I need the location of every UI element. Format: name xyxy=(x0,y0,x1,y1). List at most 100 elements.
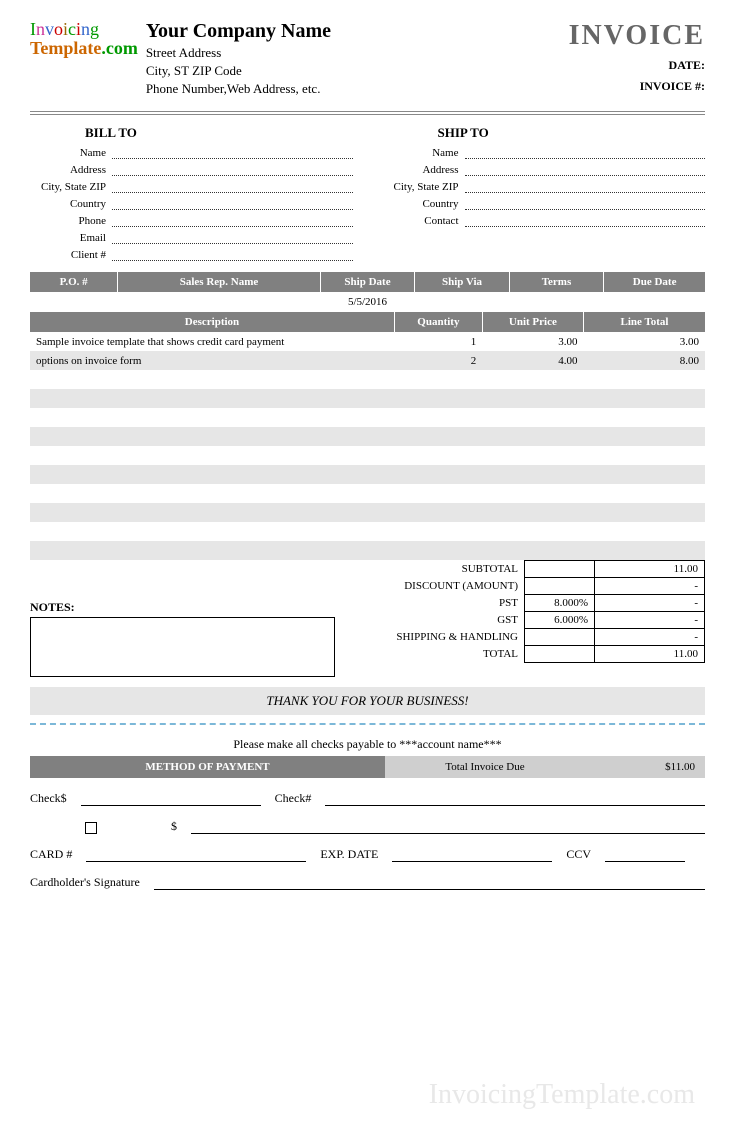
total-value: - xyxy=(595,629,705,646)
ship-contact[interactable] xyxy=(465,213,706,227)
cell-price[interactable] xyxy=(482,484,583,503)
cell-total[interactable] xyxy=(584,408,706,427)
cell-price[interactable] xyxy=(482,446,583,465)
cell-qty[interactable] xyxy=(395,408,483,427)
cell-desc[interactable]: Sample invoice template that shows credi… xyxy=(30,332,395,351)
cell-qty[interactable]: 1 xyxy=(395,332,483,351)
bill-name[interactable] xyxy=(112,145,353,159)
exp-date-input[interactable] xyxy=(392,846,552,862)
ship-address[interactable] xyxy=(465,162,706,176)
cell-qty[interactable] xyxy=(395,427,483,446)
cell-price[interactable]: 4.00 xyxy=(482,351,583,370)
cell-qty[interactable] xyxy=(395,484,483,503)
total-label: DISCOUNT (AMOUNT) xyxy=(345,578,525,595)
cell-qty[interactable] xyxy=(395,503,483,522)
bill-client[interactable] xyxy=(112,247,353,261)
card-checkbox[interactable] xyxy=(85,822,97,834)
meta-ship-via[interactable] xyxy=(415,292,510,312)
total-value: 11.00 xyxy=(595,561,705,578)
meta-rep[interactable] xyxy=(118,292,321,312)
cell-price[interactable] xyxy=(482,389,583,408)
cell-total[interactable] xyxy=(584,465,706,484)
total-value: - xyxy=(595,612,705,629)
cell-desc[interactable] xyxy=(30,389,395,408)
ship-name[interactable] xyxy=(465,145,706,159)
cell-total[interactable] xyxy=(584,503,706,522)
cell-desc[interactable] xyxy=(30,370,395,389)
meta-terms[interactable] xyxy=(509,292,604,312)
ship-csz[interactable] xyxy=(465,179,706,193)
watermark: InvoicingTemplate.com xyxy=(429,1079,695,1111)
bill-phone[interactable] xyxy=(112,213,353,227)
cell-price[interactable] xyxy=(482,541,583,560)
ship-country[interactable] xyxy=(465,196,706,210)
total-mid xyxy=(525,629,595,646)
table-row xyxy=(30,465,705,484)
cell-price[interactable] xyxy=(482,408,583,427)
cell-total[interactable] xyxy=(584,446,706,465)
cell-total[interactable] xyxy=(584,370,706,389)
cell-desc[interactable] xyxy=(30,446,395,465)
table-row: options on invoice form24.008.00 xyxy=(30,351,705,370)
meta-due[interactable] xyxy=(604,292,705,312)
company-addr3: Phone Number,Web Address, etc. xyxy=(146,81,331,97)
cell-total[interactable] xyxy=(584,389,706,408)
logo: Invoicing Template.com xyxy=(30,20,138,58)
cell-total[interactable]: 8.00 xyxy=(584,351,706,370)
cell-total[interactable]: 3.00 xyxy=(584,332,706,351)
cell-desc[interactable] xyxy=(30,503,395,522)
cell-total[interactable] xyxy=(584,522,706,541)
bill-address[interactable] xyxy=(112,162,353,176)
signature-line[interactable] xyxy=(154,874,705,890)
cell-qty[interactable] xyxy=(395,465,483,484)
cell-desc[interactable] xyxy=(30,408,395,427)
meta-po[interactable] xyxy=(30,292,118,312)
bill-email[interactable] xyxy=(112,230,353,244)
card-amount-input[interactable] xyxy=(191,818,705,834)
payment-header: METHOD OF PAYMENT Total Invoice Due $11.… xyxy=(30,756,705,778)
notes-box[interactable] xyxy=(30,617,335,677)
bill-to-block: BILL TO Name Address City, State ZIP Cou… xyxy=(30,125,353,264)
check-no-input[interactable] xyxy=(325,790,705,806)
cell-desc[interactable] xyxy=(30,541,395,560)
invoice-no-label: INVOICE #: xyxy=(640,79,705,93)
cell-qty[interactable]: 2 xyxy=(395,351,483,370)
cell-qty[interactable] xyxy=(395,522,483,541)
cell-price[interactable] xyxy=(482,427,583,446)
total-mid xyxy=(525,561,595,578)
cell-price[interactable] xyxy=(482,465,583,484)
check-amount-input[interactable] xyxy=(81,790,261,806)
cell-price[interactable] xyxy=(482,522,583,541)
cell-price[interactable] xyxy=(482,370,583,389)
divider xyxy=(30,111,705,115)
cell-qty[interactable] xyxy=(395,370,483,389)
cell-desc[interactable] xyxy=(30,465,395,484)
ccv-input[interactable] xyxy=(605,846,685,862)
cell-price[interactable]: 3.00 xyxy=(482,332,583,351)
card-no-input[interactable] xyxy=(86,846,306,862)
cell-qty[interactable] xyxy=(395,541,483,560)
cell-price[interactable] xyxy=(482,503,583,522)
method-of-payment-hdr: METHOD OF PAYMENT xyxy=(30,756,385,778)
cell-total[interactable] xyxy=(584,541,706,560)
document-title: INVOICE xyxy=(569,20,705,52)
meta-ship-date[interactable]: 5/5/2016 xyxy=(320,292,415,312)
bill-country[interactable] xyxy=(112,196,353,210)
cell-total[interactable] xyxy=(584,427,706,446)
thank-you: THANK YOU FOR YOUR BUSINESS! xyxy=(30,687,705,715)
table-row xyxy=(30,389,705,408)
order-meta-table: P.O. # Sales Rep. Name Ship Date Ship Vi… xyxy=(30,272,705,312)
cell-qty[interactable] xyxy=(395,446,483,465)
company-addr2: City, ST ZIP Code xyxy=(146,63,331,79)
bill-csz[interactable] xyxy=(112,179,353,193)
cell-desc[interactable] xyxy=(30,484,395,503)
cell-desc[interactable]: options on invoice form xyxy=(30,351,395,370)
notes-label: NOTES: xyxy=(30,600,335,615)
ship-to-block: SHIP TO Name Address City, State ZIP Cou… xyxy=(383,125,706,264)
cell-desc[interactable] xyxy=(30,427,395,446)
dollar-sign: $ xyxy=(171,819,177,834)
cell-desc[interactable] xyxy=(30,522,395,541)
cell-total[interactable] xyxy=(584,484,706,503)
cell-qty[interactable] xyxy=(395,389,483,408)
table-row xyxy=(30,484,705,503)
